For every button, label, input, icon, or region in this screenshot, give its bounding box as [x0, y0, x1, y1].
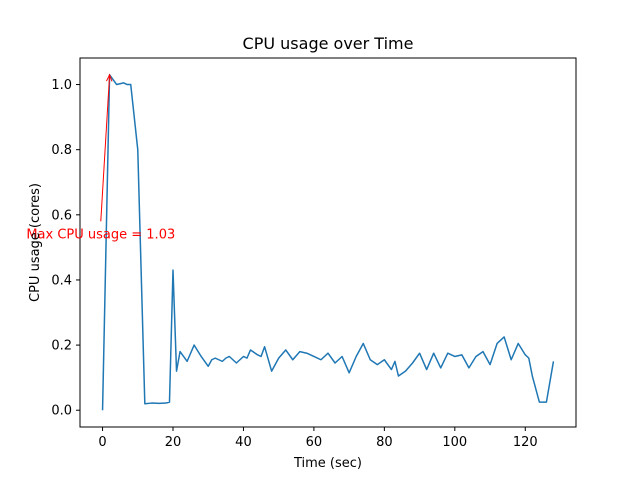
y-tick-label: 0.4 — [51, 273, 72, 288]
chart-title: CPU usage over Time — [243, 34, 414, 53]
y-tick-label: 0.6 — [51, 208, 72, 223]
annotation-arrow-head — [106, 73, 113, 82]
x-tick-label: 80 — [376, 435, 393, 450]
y-axis-label: CPU usage (cores) — [28, 183, 43, 302]
x-axis: 0 20 40 60 80 100 120 — [98, 427, 538, 450]
y-axis: 0.0 0.2 0.4 0.6 0.8 1.0 — [51, 78, 80, 419]
annotation-arrow — [100, 74, 111, 222]
x-tick-label: 20 — [165, 435, 182, 450]
y-tick-label: 0.8 — [51, 143, 72, 158]
x-tick-label: 120 — [513, 435, 538, 450]
annotation-label: Max CPU usage = 1.03 — [26, 227, 175, 242]
y-tick-label: 0.0 — [51, 404, 72, 419]
x-tick-label: 100 — [442, 435, 467, 450]
plot-area-frame — [79, 57, 577, 428]
y-tick-label: 0.2 — [51, 339, 72, 354]
y-tick-label: 1.0 — [51, 78, 72, 93]
x-tick-label: 0 — [98, 435, 106, 450]
series-layer — [101, 74, 555, 411]
x-tick-label: 40 — [235, 435, 252, 450]
annotation-layer: Max CPU usage = 1.03 — [26, 73, 175, 242]
x-axis-label: Time (sec) — [293, 456, 362, 471]
x-tick-label: 60 — [306, 435, 323, 450]
series-line — [101, 74, 555, 411]
